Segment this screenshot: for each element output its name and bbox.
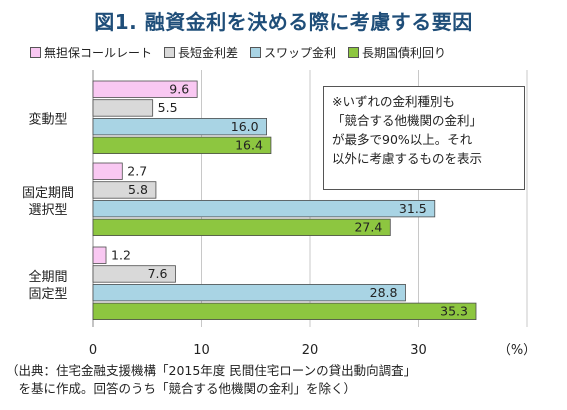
bar-value-label: 35.3 [440, 304, 468, 319]
annotation-line: 以外に考慮するものを表示 [332, 151, 483, 166]
bar-value-label: 2.7 [127, 164, 147, 179]
legend-swatch [250, 47, 262, 58]
legend-item: 無担保コールレート [30, 44, 152, 61]
legend-label: 長短金利差 [178, 46, 239, 60]
bar [92, 218, 391, 237]
x-tick-label: 10 [193, 343, 210, 358]
bar-value-label: 1.2 [111, 248, 131, 263]
chart-title: 図1. 融資金利を決める際に考慮する要因 [94, 10, 473, 34]
bar [92, 162, 123, 180]
category-label: 全期間 [28, 269, 67, 285]
x-tick-label: 30 [410, 343, 427, 358]
category-label: 固定期間 [22, 186, 74, 201]
bar [92, 283, 406, 302]
bar-value-label: 16.0 [231, 119, 259, 134]
source-line: を基に作成。回答のうち「競合する他機関の金利」を除く） [6, 381, 357, 396]
bar-value-label: 9.6 [169, 82, 189, 97]
legend-item: 長短金利差 [164, 44, 238, 61]
category-label: 変動型 [28, 111, 67, 127]
bar-value-label: 27.4 [354, 220, 382, 235]
legend-item: スワップ金利 [250, 44, 336, 61]
bar [92, 246, 107, 264]
bar [92, 99, 154, 117]
axis-unit-label: （%） [498, 343, 536, 358]
bar [92, 199, 436, 218]
legend-label: 無担保コールレート [44, 46, 153, 60]
annotation-line: 「競合する他機関の金利」 [332, 113, 483, 128]
bar-value-label: 28.8 [370, 285, 398, 300]
bar-value-label: 5.8 [128, 182, 148, 197]
bar [92, 181, 157, 199]
bar [92, 118, 268, 136]
legend-label: 長期国債利回り [362, 46, 447, 60]
source-line: （出典：住宅金融支援機構「2015年度 民間住宅ローンの貸出動向調査」 [6, 363, 417, 378]
legend-swatch [30, 47, 41, 58]
source-note: （出典：住宅金融支援機構「2015年度 民間住宅ローンの貸出動向調査」 を基に作… [6, 362, 562, 398]
annotation-line: ※いずれの金利種別も [332, 94, 455, 109]
legend-label: スワップ金利 [264, 46, 337, 60]
legend: 無担保コールレート 長短金利差 スワップ金利 長期国債利回り [30, 44, 550, 61]
bar-value-label: 7.6 [148, 266, 168, 281]
x-tick-label: 20 [302, 343, 319, 358]
legend-item: 長期国債利回り [348, 44, 446, 61]
bar-value-label: 16.4 [235, 138, 263, 153]
bar [92, 80, 198, 98]
annotation-box: ※いずれの金利種別も 「競合する他機関の金利」 が最多で90%以上。それ 以外に… [323, 86, 525, 190]
legend-swatch [164, 47, 176, 58]
category-label: 選択型 [28, 203, 67, 218]
bar [92, 136, 272, 155]
x-tick-label: 0 [89, 343, 97, 358]
annotation-line: が最多で90%以上。それ [332, 132, 473, 147]
category-label: 固定型 [28, 287, 67, 302]
bar [92, 265, 176, 283]
bar-value-label: 5.5 [158, 100, 178, 115]
bar-value-label: 31.5 [399, 201, 427, 216]
bar [92, 302, 477, 321]
legend-swatch [348, 47, 360, 58]
